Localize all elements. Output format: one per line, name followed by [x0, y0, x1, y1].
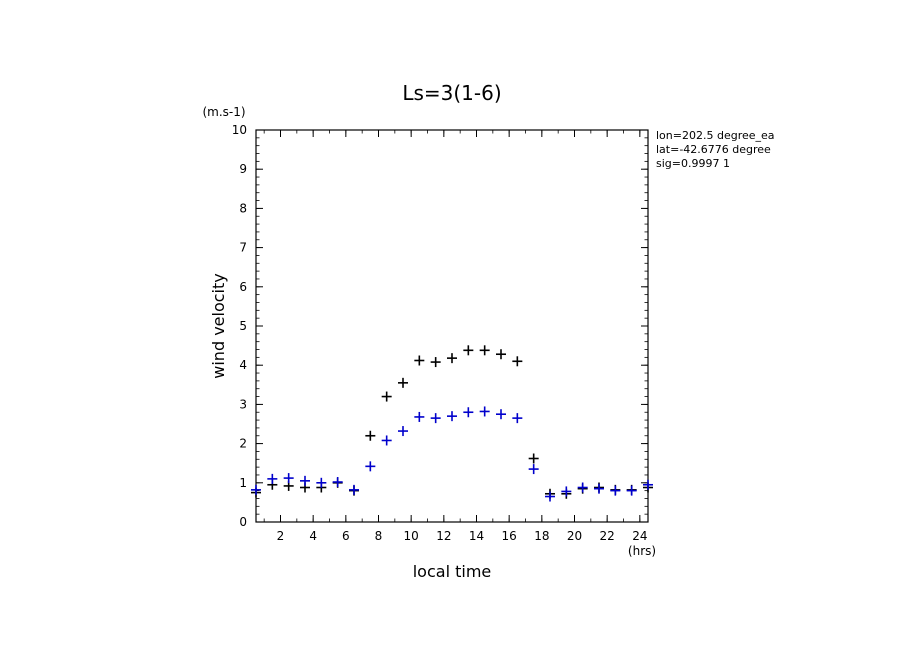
data-point-series-2: [414, 411, 425, 422]
y-unit-label: (m.s-1): [202, 105, 245, 119]
x-tick-label: 6: [342, 529, 350, 543]
data-point-series-2: [479, 406, 490, 417]
data-point-series-1: [398, 377, 408, 388]
x-tick-label: 14: [469, 529, 484, 543]
data-point-series-2: [528, 464, 539, 475]
chart-title: Ls=3(1-6): [402, 81, 501, 105]
x-tick-label: 16: [502, 529, 517, 543]
data-point-series-2: [300, 475, 310, 486]
x-unit-label: (hrs): [628, 544, 656, 558]
x-tick-label: 4: [309, 529, 317, 543]
data-point-series-2: [349, 484, 359, 495]
x-tick-label: 24: [632, 529, 647, 543]
data-point-series-2: [577, 482, 588, 493]
x-tick-label: 2: [277, 529, 285, 543]
data-point-series-1: [463, 345, 474, 356]
points-layer: [251, 345, 653, 502]
data-point-series-2: [643, 479, 653, 490]
y-tick-label: 4: [239, 358, 247, 372]
data-point-series-2: [545, 491, 555, 502]
y-tick-label: 1: [239, 476, 247, 490]
data-point-series-2: [251, 484, 261, 495]
data-point-series-1: [528, 453, 539, 464]
y-tick-label: 5: [239, 319, 247, 333]
data-point-series-1: [512, 356, 523, 367]
y-tick-label: 3: [239, 397, 247, 411]
data-point-series-1: [496, 349, 506, 360]
info-line-lat: lat=-42.6776 degree: [656, 143, 771, 156]
data-point-series-2: [398, 426, 408, 437]
data-point-series-1: [479, 345, 490, 356]
data-point-series-2: [561, 486, 572, 497]
data-point-series-2: [512, 413, 523, 424]
x-tick-label: 18: [534, 529, 549, 543]
x-tick-label: 22: [600, 529, 615, 543]
x-axis-label: local time: [413, 562, 492, 581]
x-tick-label: 10: [404, 529, 419, 543]
y-tick-label: 7: [239, 241, 247, 255]
data-point-series-2: [381, 435, 392, 446]
y-tick-label: 8: [239, 201, 247, 215]
data-point-series-2: [332, 477, 343, 488]
data-point-series-2: [365, 461, 376, 472]
data-point-series-2: [430, 413, 441, 424]
data-point-series-2: [594, 483, 604, 494]
data-point-series-1: [430, 357, 441, 368]
data-point-series-2: [496, 409, 506, 420]
x-tick-label: 20: [567, 529, 582, 543]
y-tick-label: 10: [232, 123, 247, 137]
data-point-series-2: [283, 473, 294, 484]
plot-frame: [255, 129, 649, 523]
x-tick-label: 8: [375, 529, 383, 543]
data-point-series-2: [626, 485, 637, 496]
data-point-series-1: [414, 355, 425, 366]
data-point-series-2: [267, 473, 278, 484]
data-point-series-2: [316, 477, 327, 488]
data-point-series-1: [381, 391, 392, 402]
data-point-series-2: [447, 411, 457, 422]
data-point-series-2: [463, 407, 474, 418]
y-tick-label: 2: [239, 437, 247, 451]
y-tick-label: 0: [239, 515, 247, 529]
x-tick-label: 12: [436, 529, 451, 543]
data-point-series-1: [447, 353, 457, 364]
y-tick-label: 9: [239, 162, 247, 176]
info-line-sig: sig=0.9997 1: [656, 157, 730, 170]
data-point-series-2: [610, 485, 621, 496]
data-point-series-1: [365, 430, 376, 441]
info-line-lon: lon=202.5 degree_ea: [656, 129, 775, 142]
y-tick-label: 6: [239, 280, 247, 294]
y-axis-label: wind velocity: [209, 273, 228, 378]
